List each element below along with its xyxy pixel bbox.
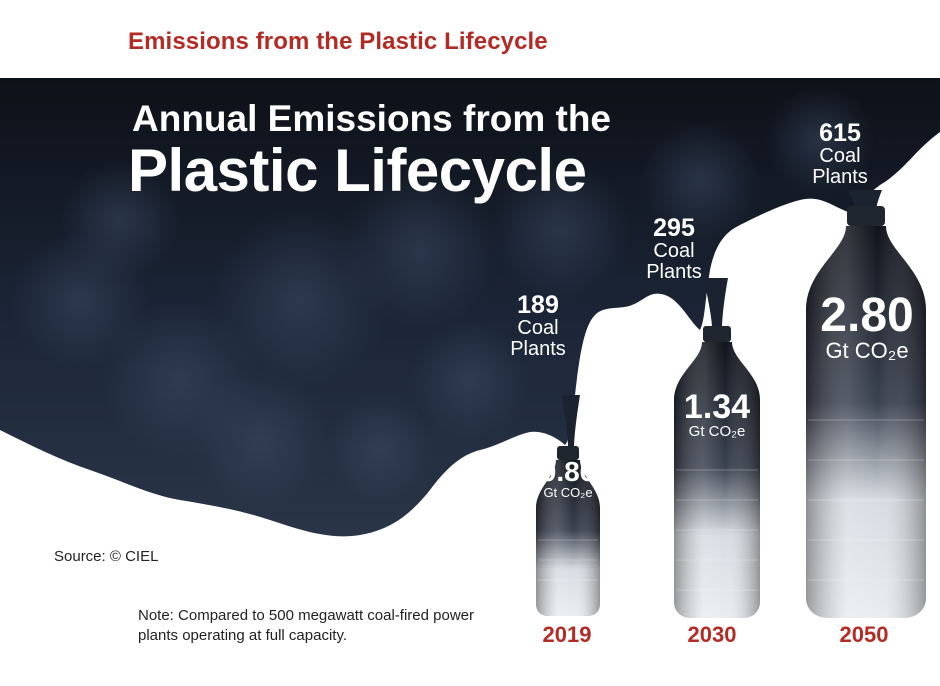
plants-word-plants-2050: Plants [812,166,868,189]
plants-word-coal-2019: Coal [517,317,559,340]
unit-2050: Gt CO₂e [825,338,909,363]
plants-word-coal-2050: Coal [819,145,861,168]
year-label-2019: 2019 [542,622,592,647]
plants-value-2050: 615 [819,119,861,147]
note-text: Note: Compared to 500 megawatt coal-fire… [138,607,475,644]
plants-word-plants-2030: Plants [646,261,702,284]
smoke-stream-2019 [562,395,580,448]
plants-label-2019: 189 Coal Plants [498,292,578,360]
smoke-stream-2030 [704,278,728,328]
plants-word-plants-2019: Plants [510,338,566,361]
smoke-texture [10,85,875,510]
value-2050: 2.80 [820,289,914,342]
header-title: Emissions from the Plastic Lifecycle [128,28,548,55]
value-2030: 1.34 [683,388,751,426]
chart-title-line2: Plastic Lifecycle [128,137,587,204]
value-label-2019: 0.86 Gt CO₂e [528,456,608,500]
bottle-2030 [674,326,760,618]
year-label-2050: 2050 [839,622,889,647]
plants-label-2030: 295 Coal Plants [634,215,714,283]
value-label-2030: 1.34 Gt CO₂e [668,390,766,439]
value-label-2050: 2.80 Gt CO₂e [802,292,932,362]
unit-2030: Gt CO₂e [688,423,746,440]
bottle-2019 [536,446,600,616]
plants-value-2030: 295 [653,214,695,242]
bottle-ridges [538,419,924,591]
plants-value-2019: 189 [517,291,559,319]
unit-2019: Gt CO₂e [543,485,593,500]
year-label-2030: 2030 [687,622,737,647]
bottle-2050 [806,206,926,618]
chart-title-line1: Annual Emissions from the [132,98,612,139]
source-text: Source: © CIEL [54,548,159,565]
value-2019: 0.86 [540,456,596,487]
plants-word-coal-2030: Coal [653,240,695,263]
plants-label-2050: 615 Coal Plants [800,120,880,188]
